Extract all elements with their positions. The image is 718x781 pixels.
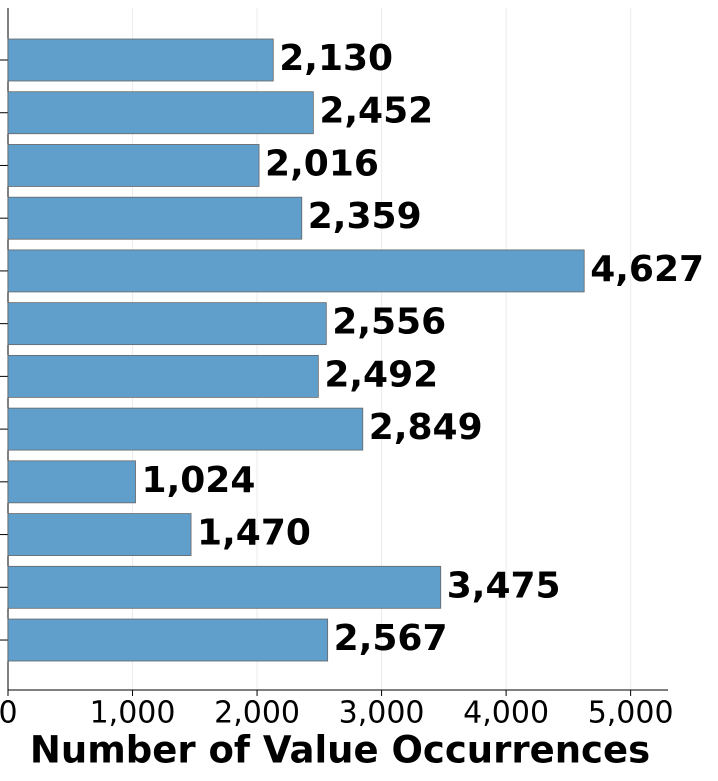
x-tick-label: 5,000 [588,696,674,731]
bar [7,144,260,187]
x-tick-label: 1,000 [90,696,176,731]
bar [7,565,442,609]
value-label: 2,359 [308,196,422,237]
value-label: 1,470 [197,513,311,554]
bar [7,513,192,556]
bar [7,196,303,240]
x-axis-label: Number of Value Occurrences [30,729,650,772]
bar [7,302,327,346]
value-label: 2,452 [319,91,433,132]
value-label: 2,567 [334,618,448,659]
x-tick-label: 0 [0,696,18,731]
value-label: 2,492 [324,354,438,395]
value-label: 2,556 [332,302,446,343]
bar [7,460,136,504]
value-label: 1,024 [142,460,256,501]
x-tick-label: 3,000 [339,696,425,731]
value-label: 2,130 [279,38,393,79]
value-label: 2,849 [369,407,483,448]
bar [7,354,319,398]
bar [7,249,585,293]
value-label: 4,627 [590,249,704,290]
value-label: 2,016 [265,143,379,184]
bar [7,91,314,135]
x-tick-label: 4,000 [463,696,549,731]
value-label: 3,475 [447,565,561,606]
x-tick-label: 2,000 [214,696,300,731]
bar [7,38,274,82]
bar [7,618,329,662]
bar [7,407,364,451]
